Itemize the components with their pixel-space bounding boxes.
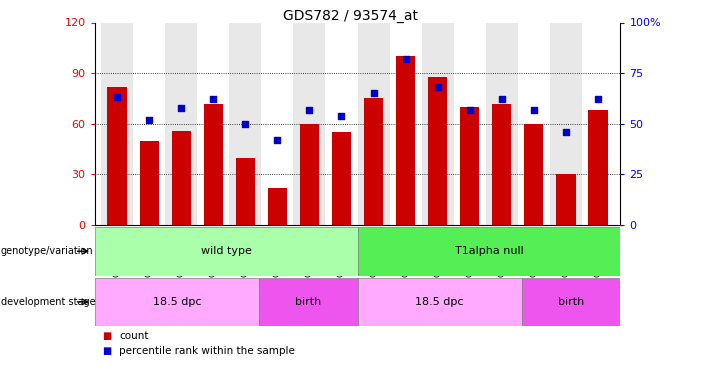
Bar — [95, 227, 358, 276]
Point — [529, 106, 540, 112]
Bar — [390, 22, 421, 225]
Bar — [133, 22, 165, 225]
Point — [240, 121, 251, 127]
Bar — [300, 124, 319, 225]
Bar — [236, 158, 255, 225]
Text: GDS782 / 93574_at: GDS782 / 93574_at — [283, 9, 418, 23]
Bar — [139, 141, 158, 225]
Bar — [396, 56, 415, 225]
Point — [336, 112, 347, 118]
Point — [432, 84, 443, 90]
Bar — [107, 87, 127, 225]
Bar — [165, 22, 197, 225]
Point — [368, 90, 379, 96]
Bar — [460, 107, 479, 225]
Bar — [486, 22, 518, 225]
Bar — [332, 132, 351, 225]
Point — [496, 96, 508, 102]
Bar — [358, 227, 620, 276]
Bar — [358, 22, 390, 225]
Bar — [557, 174, 576, 225]
Point — [144, 117, 155, 123]
Text: 18.5 dpc: 18.5 dpc — [153, 297, 201, 307]
Point — [175, 105, 186, 111]
Text: genotype/variation: genotype/variation — [1, 246, 93, 256]
Text: wild type: wild type — [200, 246, 252, 256]
Text: ■: ■ — [102, 331, 111, 340]
Bar — [259, 278, 358, 326]
Text: development stage: development stage — [1, 297, 95, 307]
Bar — [101, 22, 133, 225]
Bar — [582, 22, 614, 225]
Bar — [358, 278, 522, 326]
Text: birth: birth — [558, 297, 584, 307]
Bar — [454, 22, 486, 225]
Bar — [588, 110, 608, 225]
Bar — [197, 22, 229, 225]
Bar — [364, 99, 383, 225]
Point — [111, 94, 123, 100]
Bar — [268, 188, 287, 225]
Text: T1alpha null: T1alpha null — [454, 246, 524, 256]
Bar — [428, 76, 447, 225]
Text: 18.5 dpc: 18.5 dpc — [416, 297, 464, 307]
Text: ■: ■ — [102, 346, 111, 355]
Text: count: count — [119, 331, 149, 340]
Bar — [550, 22, 582, 225]
Bar — [421, 22, 454, 225]
Point — [304, 106, 315, 112]
Point — [464, 106, 475, 112]
Bar — [172, 130, 191, 225]
Point — [400, 56, 411, 62]
Bar — [325, 22, 358, 225]
Point — [207, 96, 219, 102]
Bar — [229, 22, 261, 225]
Text: percentile rank within the sample: percentile rank within the sample — [119, 346, 295, 355]
Point — [560, 129, 571, 135]
Bar — [95, 278, 259, 326]
Point — [272, 137, 283, 143]
Text: birth: birth — [295, 297, 321, 307]
Bar — [522, 278, 620, 326]
Bar — [261, 22, 294, 225]
Bar — [524, 124, 543, 225]
Bar — [294, 22, 325, 225]
Bar — [518, 22, 550, 225]
Point — [592, 96, 604, 102]
Bar — [203, 104, 223, 225]
Bar — [492, 104, 512, 225]
